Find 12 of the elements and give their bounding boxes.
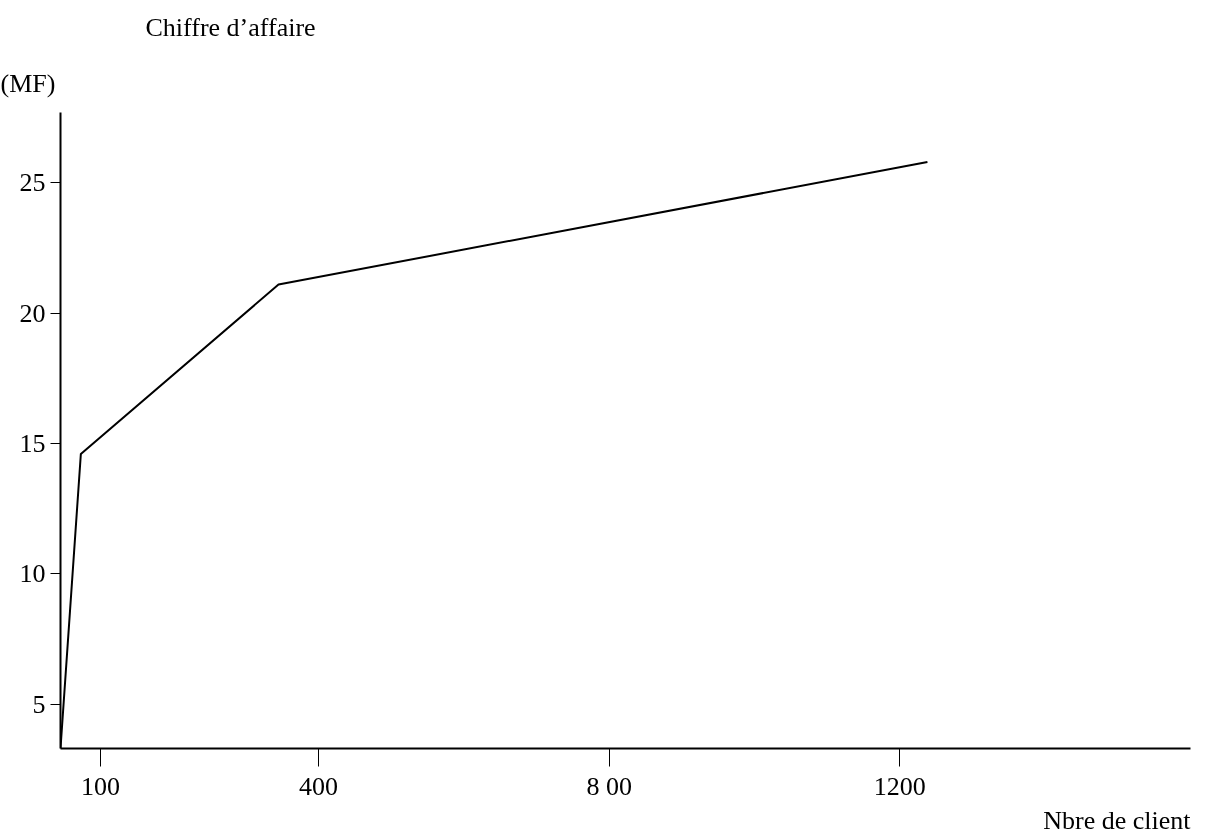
x-tick-label: 1200 xyxy=(873,771,926,801)
y-tick-label: 25 xyxy=(19,168,46,198)
y-tick-label: 10 xyxy=(19,559,46,589)
y-axis-title: (MF) xyxy=(0,68,56,98)
x-tick-label: 100 xyxy=(80,771,120,801)
y-tick-label: 15 xyxy=(19,429,46,459)
x-tick-label: 8 00 xyxy=(586,771,632,801)
y-tick-label: 5 xyxy=(32,689,46,719)
x-axis-title: Nbre de client xyxy=(1043,805,1192,834)
y-tick-label: 20 xyxy=(19,298,46,328)
chart-title: Chiffre d’affaire xyxy=(145,12,316,42)
x-tick-label: 400 xyxy=(298,771,338,801)
